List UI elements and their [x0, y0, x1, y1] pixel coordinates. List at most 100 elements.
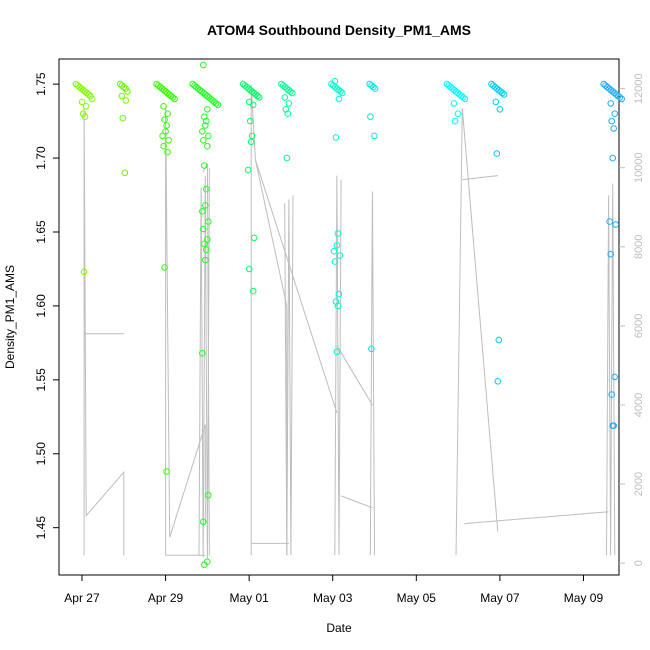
data-point	[370, 83, 377, 91]
data-point	[201, 240, 208, 248]
chart-title: ATOM4 Southbound Density_PM1_AMS	[207, 22, 471, 38]
data-point	[169, 94, 177, 101]
data-point	[161, 116, 168, 123]
data-point	[334, 302, 342, 310]
data-point	[202, 256, 209, 264]
data-point	[124, 88, 131, 95]
data-point	[256, 94, 263, 101]
secondary-trace-segment-11	[336, 345, 373, 406]
data-point	[339, 89, 346, 97]
data-point	[607, 250, 615, 258]
data-point	[164, 148, 171, 156]
data-point	[200, 518, 207, 526]
data-point	[616, 94, 624, 101]
data-point	[78, 98, 86, 106]
secondary-trace-segment-12	[340, 495, 373, 509]
secondary-trace-segment-13	[369, 191, 375, 556]
data-point	[163, 468, 170, 475]
data-point	[202, 122, 209, 129]
data-point	[451, 117, 459, 125]
data-point	[610, 125, 618, 132]
y-tick-label: 1.45	[34, 516, 48, 540]
data-point	[199, 208, 206, 215]
secondary-trace-segment-8	[284, 195, 294, 556]
data-point	[165, 137, 172, 144]
y-axis-label: Density_PM1_AMS	[3, 265, 17, 369]
data-point	[371, 85, 379, 92]
data-point	[120, 83, 128, 91]
data-point	[494, 378, 502, 385]
data-point	[200, 225, 207, 233]
data-point	[163, 122, 170, 129]
data-point	[285, 100, 293, 107]
secondary-trace-segment-17	[606, 183, 616, 556]
y2-tick-label: 0	[633, 560, 645, 566]
data-point	[492, 98, 500, 106]
secondary-trace-segment-5	[202, 163, 210, 556]
data-point	[121, 169, 129, 177]
data-point	[333, 348, 341, 356]
data-point	[247, 138, 255, 146]
data-point	[244, 166, 252, 174]
data-point	[283, 154, 291, 162]
data-point	[205, 132, 212, 140]
data-point	[288, 89, 296, 97]
data-point	[332, 134, 340, 141]
data-point	[284, 110, 292, 117]
y-tick-label: 1.75	[34, 72, 48, 96]
data-point	[249, 101, 257, 109]
data-point	[214, 101, 222, 109]
data-point	[160, 103, 167, 110]
data-point	[459, 94, 467, 101]
secondary-trace-segment-15	[462, 175, 498, 181]
data-point	[607, 100, 615, 107]
data-point	[162, 128, 169, 135]
data-point	[204, 236, 211, 243]
data-point	[254, 92, 261, 100]
data-point	[609, 422, 617, 430]
secondary-trace-segment-0	[83, 108, 125, 556]
data-point	[611, 110, 619, 117]
y2-tick-label: 10000	[633, 152, 645, 183]
data-point	[608, 391, 616, 398]
x-tick-label: May 03	[313, 591, 353, 605]
secondary-trace-segment-6	[250, 84, 288, 556]
y2-tick-label: 2000	[633, 472, 645, 496]
data-point	[496, 106, 504, 113]
data-point	[609, 154, 617, 162]
secondary-trace-segment-2	[165, 108, 206, 556]
y2-tick-label: 6000	[633, 314, 645, 338]
secondary-trace-segment-14	[455, 108, 499, 556]
data-point	[495, 336, 503, 344]
data-point	[205, 218, 212, 225]
data-point	[205, 491, 212, 499]
data-point	[204, 106, 211, 113]
x-axis-label: Date	[326, 621, 352, 635]
data-point	[450, 100, 458, 107]
data-point	[461, 95, 469, 103]
data-point	[202, 202, 209, 209]
data-point	[371, 132, 378, 140]
data-point	[171, 95, 178, 103]
x-axis: Apr 27 Apr 29 May 01 May 03 May 05 May 07 May …	[64, 574, 603, 605]
data-point	[335, 290, 343, 298]
data-point	[204, 142, 211, 150]
secondary-trace-segment-16	[464, 511, 609, 525]
data-point	[368, 345, 375, 353]
data-point	[85, 91, 92, 98]
data-point	[201, 162, 208, 169]
x-tick-label: May 07	[480, 591, 520, 605]
secondary-trace-segment-10	[334, 175, 342, 556]
data-point	[618, 95, 626, 103]
data-point	[611, 373, 619, 381]
data-point	[203, 246, 210, 253]
data-point	[203, 117, 210, 125]
data-point	[212, 100, 220, 107]
y-axis-right: 0 2000 4000 6000 8000 10000 12000	[619, 73, 645, 566]
secondary-series-layer	[83, 84, 616, 560]
data-point	[337, 88, 344, 95]
data-point	[122, 97, 130, 104]
data-point	[159, 132, 166, 140]
data-point	[336, 252, 344, 259]
